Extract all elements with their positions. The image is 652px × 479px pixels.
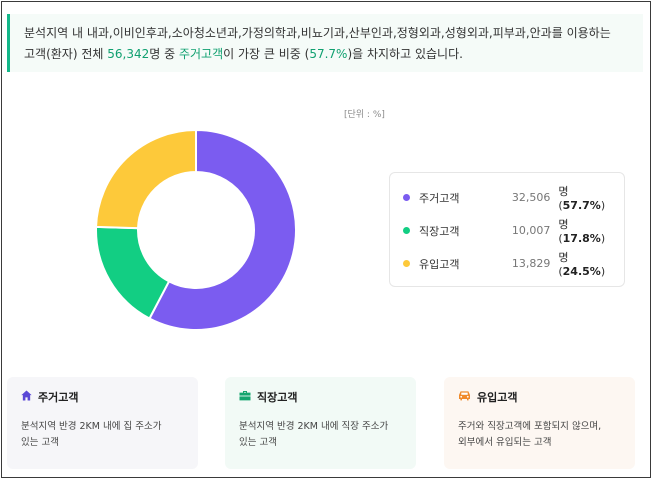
legend-dot	[403, 194, 410, 201]
card-title-text: 유입고객	[477, 391, 518, 404]
card-description: 분석지역 반경 2KM 내에 직장 주소가 있는 고객	[239, 419, 402, 451]
card-description: 분석지역 반경 2KM 내에 집 주소가 있는 고객	[21, 419, 184, 451]
card-desc-line: 주거와 직장고객에 포함되지 않으며,	[458, 421, 602, 432]
summary-top-percent: 57.7%	[309, 47, 348, 61]
donut-chart	[95, 128, 297, 331]
legend-percent: 24.5%	[562, 265, 601, 278]
summary-total: 56,342	[107, 47, 150, 61]
card-desc-line: 분석지역 반경 2KM 내에 집 주소가	[21, 421, 162, 432]
legend-item-residential: 주거고객 32,506 명(57.7%)	[403, 181, 611, 214]
card-title: 직장고객	[239, 389, 402, 405]
briefcase-icon	[239, 390, 251, 404]
summary-box: 분석지역 내 내과,이비인후과,소아청소년과,가정의학과,비뇨기과,산부인과,정…	[7, 14, 643, 72]
card-description: 주거와 직장고객에 포함되지 않으며, 외부에서 유입되는 고객	[458, 419, 621, 451]
slice-residential	[148, 128, 297, 331]
summary-text: 명 중	[149, 47, 179, 61]
summary-text: 고객(환자) 전체	[24, 47, 108, 61]
home-icon	[21, 390, 32, 404]
summary-text: )을 차지하고 있습니다.	[347, 47, 463, 61]
card-desc-line: 외부에서 유입되는 고객	[458, 437, 552, 448]
summary-line-2: 고객(환자) 전체 56,342명 중 주거고객이 가장 큰 비중 (57.7%…	[24, 44, 633, 65]
card-inflow: 유입고객 주거와 직장고객에 포함되지 않으며, 외부에서 유입되는 고객	[444, 377, 635, 469]
legend-percent: 17.8%	[562, 232, 601, 245]
card-residential: 주거고객 분석지역 반경 2KM 내에 집 주소가 있는 고객	[7, 377, 198, 469]
legend-count: 32,506	[511, 191, 551, 204]
summary-line-1: 분석지역 내 내과,이비인후과,소아청소년과,가정의학과,비뇨기과,산부인과,정…	[24, 26, 611, 40]
legend-name: 주거고객	[419, 191, 460, 205]
card-desc-line: 있는 고객	[239, 437, 277, 448]
card-title-text: 주거고객	[38, 391, 79, 404]
legend-name: 유입고객	[419, 257, 460, 271]
unit-label: [단위 : %]	[344, 110, 385, 120]
legend-unit-text: 명	[558, 251, 569, 264]
car-icon	[458, 390, 471, 404]
legend-dot	[403, 260, 410, 267]
chart-legend: 주거고객 32,506 명(57.7%) 직장고객 10,007 명(17.8%…	[389, 172, 625, 287]
card-title-text: 직장고객	[257, 391, 298, 404]
legend-count: 13,829	[511, 257, 551, 270]
slice-inflow	[95, 128, 197, 230]
legend-dot	[403, 227, 410, 234]
legend-unit: 명(24.5%)	[558, 251, 606, 278]
legend-unit: 명(57.7%)	[558, 185, 606, 212]
legend-unit-text: 명	[558, 218, 569, 231]
legend-percent: 57.7%	[562, 199, 601, 212]
legend-unit: 명(17.8%)	[558, 218, 606, 245]
card-title: 주거고객	[21, 389, 184, 405]
legend-item-workplace: 직장고객 10,007 명(17.8%)	[403, 214, 611, 247]
summary-top-category: 주거고객	[178, 47, 224, 61]
legend-name: 직장고객	[419, 224, 460, 238]
legend-unit-text: 명	[558, 185, 569, 198]
legend-item-inflow: 유입고객 13,829 명(24.5%)	[403, 247, 611, 280]
card-desc-line: 분석지역 반경 2KM 내에 직장 주소가	[239, 421, 389, 432]
card-desc-line: 있는 고객	[21, 437, 59, 448]
card-title: 유입고객	[458, 389, 621, 405]
summary-text: 이 가장 큰 비중 (	[223, 47, 310, 61]
card-workplace: 직장고객 분석지역 반경 2KM 내에 직장 주소가 있는 고객	[225, 377, 416, 469]
legend-count: 10,007	[511, 224, 551, 237]
